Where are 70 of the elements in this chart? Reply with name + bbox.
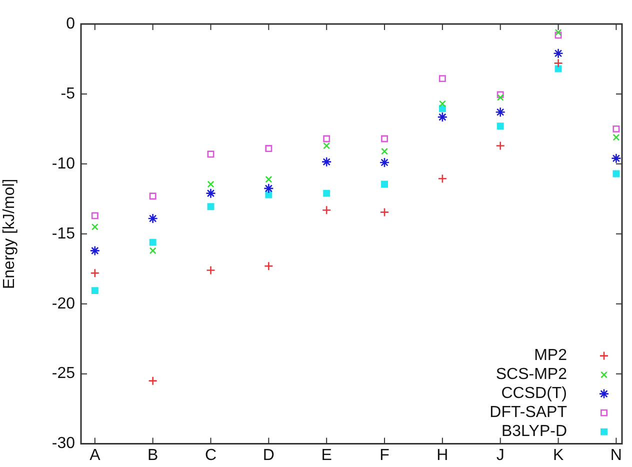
legend-label: SCS-MP2 [496,366,568,384]
legend-label: CCSD(T) [501,385,567,402]
point [149,247,156,254]
point [264,261,274,271]
point [554,65,562,72]
x-tick-label: B [147,446,158,464]
point [612,134,620,141]
x-tick-label: D [262,446,274,464]
point [438,75,446,82]
x-tick-label: E [321,446,332,464]
point [554,58,563,68]
x-tick-label: N [610,446,622,464]
point [323,190,330,197]
x-tick-label: C [204,446,217,464]
point [438,105,446,112]
x-tick-label: A [90,446,101,464]
point [611,153,622,164]
y-tick-label: -30 [52,435,76,452]
y-axis-title: Energy [kJ/mol] [1,178,18,290]
point [90,246,100,256]
y-tick-label: -20 [52,295,76,312]
point [207,203,214,210]
point [381,148,388,155]
x-tick-label: K [552,446,564,464]
point [264,183,274,194]
y-tick-label: -10 [52,155,76,172]
point [90,268,100,278]
point [149,192,156,200]
point [265,145,272,152]
point [91,212,98,220]
point [323,142,330,150]
point [381,135,388,142]
point [381,180,388,188]
point [322,205,332,215]
point [148,213,158,224]
legend-label: B3LYP-D [501,423,567,440]
point [149,238,156,246]
y-tick-label: 0 [66,15,76,32]
point [91,223,98,230]
point [91,287,98,294]
legend-label: DFT-SAPT [490,404,568,422]
point [496,94,504,101]
point [207,150,214,158]
point [437,112,448,122]
point [380,208,390,217]
point [612,125,620,132]
point [265,191,272,198]
point [323,135,330,142]
point [496,122,504,130]
x-tick-label: H [436,446,448,464]
point [554,28,562,36]
point [321,156,332,167]
point [438,174,448,184]
y-tick-label: -15 [52,225,76,242]
y-tick-label: -25 [52,365,76,382]
point [265,176,272,183]
point [495,107,506,118]
point [612,170,620,178]
point [207,180,214,188]
point [553,48,564,59]
point [438,100,446,108]
legend-label: MP2 [534,347,568,364]
x-tick-label: F [380,446,390,464]
y-tick-label: -5 [60,85,76,102]
x-tick-label: J [496,446,504,464]
point [379,157,390,168]
point [206,266,216,275]
point [206,188,216,198]
point [496,141,506,150]
point [148,376,158,386]
